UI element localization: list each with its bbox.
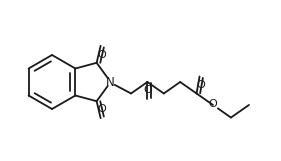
Text: O: O [143,85,152,95]
Text: N: N [106,76,115,89]
Text: O: O [97,104,106,114]
Text: O: O [209,99,217,109]
Text: O: O [196,80,205,90]
Text: O: O [97,50,106,60]
